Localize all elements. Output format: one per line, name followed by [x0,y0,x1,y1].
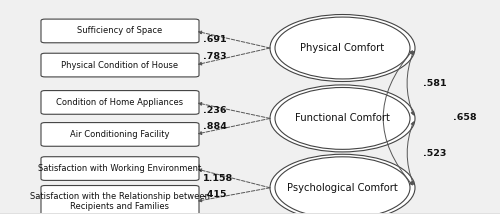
FancyBboxPatch shape [41,186,199,214]
Text: .523: .523 [424,149,446,158]
Text: .783: .783 [202,52,226,61]
Ellipse shape [275,157,410,214]
Text: Psychological Comfort: Psychological Comfort [287,183,398,193]
FancyBboxPatch shape [41,91,199,114]
Text: .236: .236 [202,106,226,115]
Text: 1.158: 1.158 [202,174,233,183]
Text: .658: .658 [453,113,477,122]
Ellipse shape [270,85,415,152]
Text: Condition of Home Appliances: Condition of Home Appliances [56,98,184,107]
Text: Satisfaction with the Relationship between
Recipients and Families: Satisfaction with the Relationship betwe… [30,192,210,211]
FancyBboxPatch shape [41,53,199,77]
Text: Sufficiency of Space: Sufficiency of Space [78,27,162,36]
Ellipse shape [275,88,410,149]
Text: .581: .581 [423,79,447,88]
FancyBboxPatch shape [41,157,199,180]
Text: .415: .415 [202,190,226,199]
Ellipse shape [270,154,415,214]
Text: .691: .691 [202,35,226,44]
Text: Physical Condition of House: Physical Condition of House [62,61,178,70]
Text: .884: .884 [202,122,226,131]
Text: Air Conditioning Facility: Air Conditioning Facility [70,130,170,139]
Text: Satisfaction with Working Environment: Satisfaction with Working Environment [38,164,202,173]
Ellipse shape [275,17,410,79]
FancyBboxPatch shape [41,123,199,146]
Text: Physical Comfort: Physical Comfort [300,43,384,53]
FancyBboxPatch shape [41,19,199,43]
Text: Functional Comfort: Functional Comfort [295,113,390,123]
Ellipse shape [270,15,415,82]
